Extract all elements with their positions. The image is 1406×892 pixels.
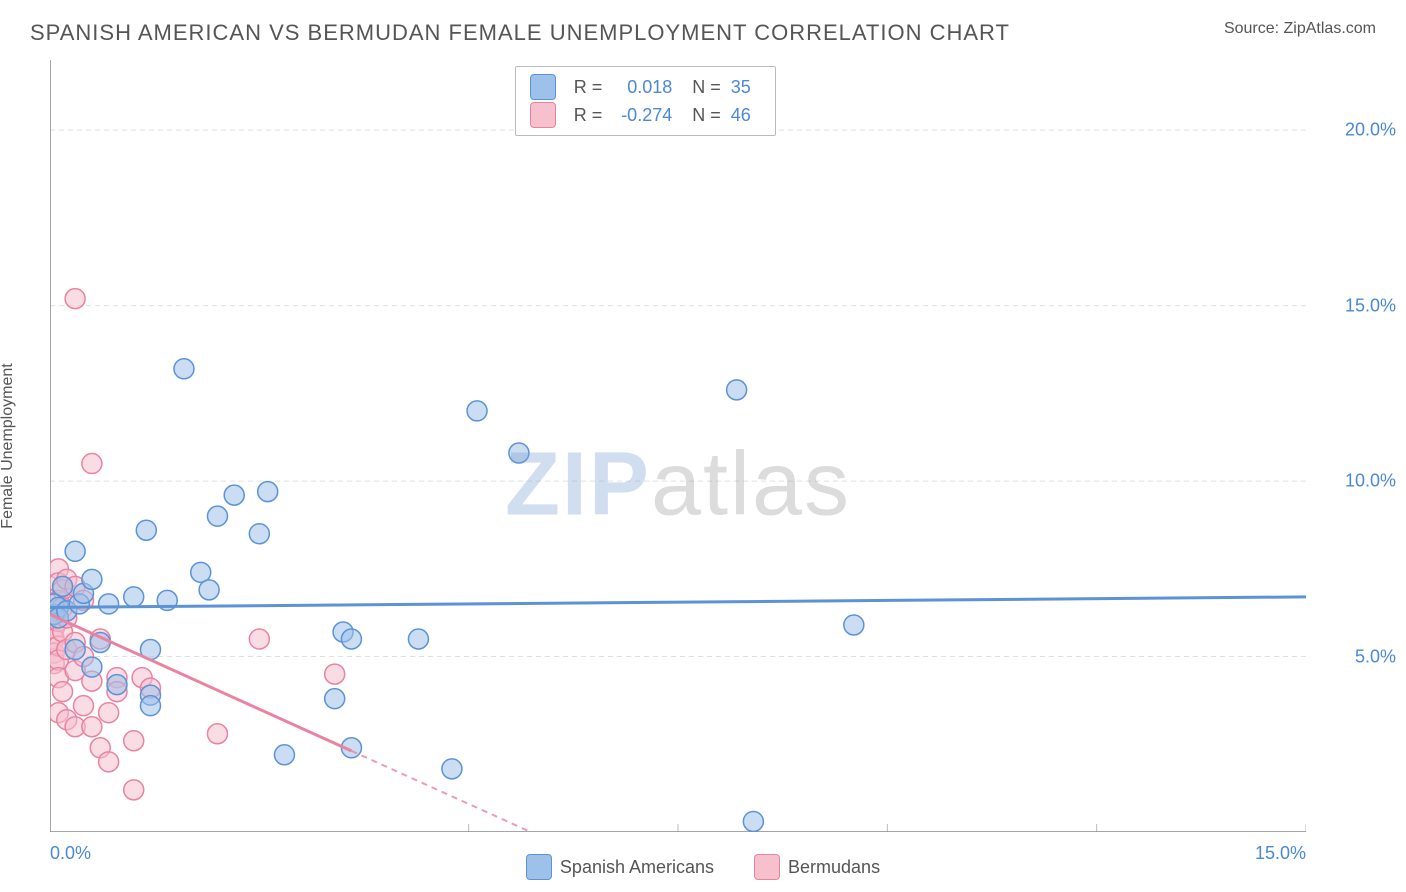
legend-swatch (530, 74, 556, 100)
y-tick-label: 10.0% (1316, 471, 1396, 492)
stat-legend-row: R = 0.018 N = 35 (530, 73, 761, 101)
y-tick-label: 20.0% (1316, 120, 1396, 141)
stat-n-label: N = (682, 73, 721, 101)
legend-swatch (530, 102, 556, 128)
stat-legend-box: R = 0.018 N = 35 R = -0.274 N = 46 (515, 66, 776, 136)
footer-legend: Spanish Americans Bermudans (0, 854, 1406, 880)
scatter-plot-svg (50, 60, 1306, 832)
y-axis-label: Female Unemployment (0, 363, 17, 528)
footer-legend-item: Bermudans (754, 854, 880, 880)
stat-r-value: 0.018 (612, 73, 672, 101)
y-tick-label: 5.0% (1316, 646, 1396, 667)
footer-legend-item: Spanish Americans (526, 854, 714, 880)
plot-area: ZIPatlas R =0.018 N =35R =-0.274 N =46 5… (50, 60, 1306, 832)
stat-n-label: N = (682, 101, 721, 129)
stat-r-label: R = (574, 101, 603, 129)
stat-r-value: -0.274 (612, 101, 672, 129)
chart-title: SPANISH AMERICAN VS BERMUDAN FEMALE UNEM… (30, 20, 1010, 46)
legend-swatch (754, 854, 780, 880)
legend-label: Bermudans (788, 857, 880, 878)
header: SPANISH AMERICAN VS BERMUDAN FEMALE UNEM… (30, 20, 1376, 46)
legend-swatch (526, 854, 552, 880)
source-label: Source: ZipAtlas.com (1224, 20, 1376, 38)
y-tick-label: 15.0% (1316, 295, 1396, 316)
stat-n-value: 35 (731, 73, 761, 101)
stat-n-value: 46 (731, 101, 761, 129)
stat-legend-row: R = -0.274 N = 46 (530, 101, 761, 129)
chart-container: SPANISH AMERICAN VS BERMUDAN FEMALE UNEM… (0, 0, 1406, 892)
stat-r-label: R = (574, 73, 603, 101)
legend-label: Spanish Americans (560, 857, 714, 878)
